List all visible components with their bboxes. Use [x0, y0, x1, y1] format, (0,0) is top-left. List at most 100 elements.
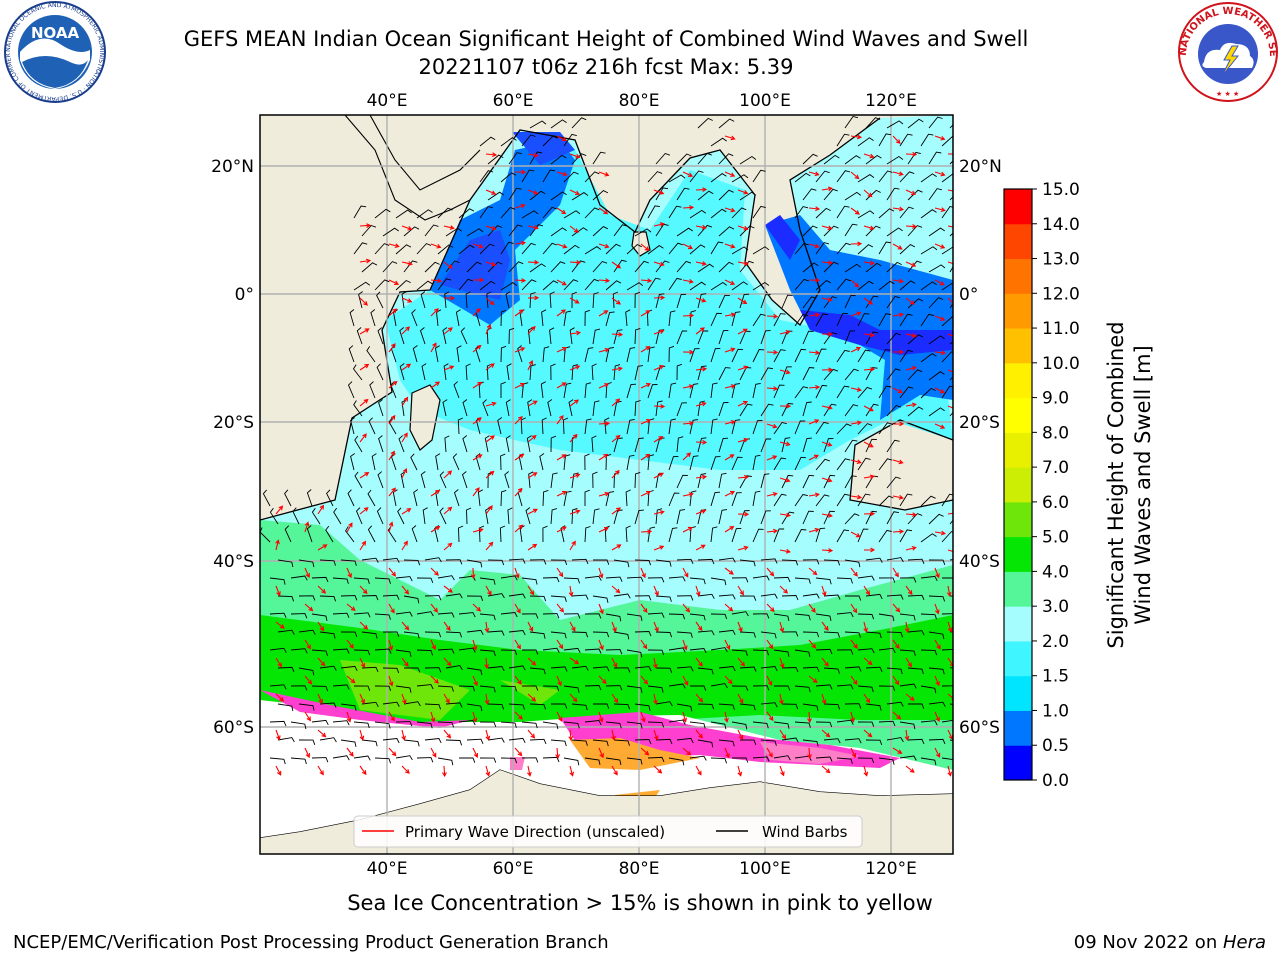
wind-barb	[886, 631, 904, 638]
wind-barb	[542, 613, 560, 619]
wave-direction-arrow	[682, 278, 694, 284]
wind-barb	[269, 757, 286, 765]
wind-barb	[382, 557, 400, 563]
wind-barb	[878, 613, 895, 622]
wind-barb	[262, 489, 271, 507]
wave-direction-arrow	[640, 278, 653, 284]
wind-barb	[332, 648, 350, 654]
wave-direction-arrow	[737, 400, 749, 407]
wind-barb	[571, 192, 589, 201]
wind-barb	[563, 210, 581, 219]
wind-barb	[462, 399, 468, 417]
wind-barb	[760, 510, 771, 525]
wind-barb	[549, 291, 555, 309]
wind-barb	[844, 155, 861, 165]
wave-direction-arrow	[682, 675, 689, 686]
wave-direction-arrow	[821, 548, 834, 553]
wave-direction-arrow	[863, 260, 876, 266]
wind-barb	[356, 327, 363, 345]
wind-barb	[697, 117, 713, 129]
wind-barb	[668, 174, 686, 183]
wind-barb	[487, 225, 503, 237]
wind-barb	[823, 438, 834, 453]
wind-barb	[529, 190, 546, 201]
wind-barbs-legend-label: Wind Barbs	[762, 823, 848, 841]
wind-barb	[298, 667, 315, 676]
wave-direction-arrow	[724, 384, 736, 389]
wind-barb	[507, 507, 513, 525]
wind-barb	[634, 559, 652, 566]
wind-barb	[739, 510, 750, 525]
wave-direction-arrow	[934, 530, 947, 536]
wind-barb	[613, 364, 621, 381]
wind-barb	[550, 119, 567, 129]
wind-barb	[731, 281, 748, 291]
wind-barb	[479, 613, 496, 621]
wave-direction-arrow	[737, 328, 748, 335]
wind-barb	[529, 120, 547, 129]
wave-direction-arrow	[472, 675, 478, 687]
wave-direction-arrow	[359, 328, 370, 335]
wind-barb	[591, 363, 597, 381]
wind-barb	[571, 260, 586, 273]
wind-barb	[836, 719, 854, 725]
wind-barb	[920, 533, 937, 543]
wave-direction-arrow	[346, 603, 356, 612]
wind-barb	[718, 118, 735, 129]
wind-barb	[504, 471, 510, 489]
wind-barb	[907, 118, 924, 129]
wave-direction-arrow	[346, 639, 354, 649]
wind-barb	[676, 293, 687, 309]
wind-barb	[382, 227, 399, 237]
wind-barb	[668, 527, 678, 543]
wind-barb	[739, 260, 754, 273]
wind-barb	[353, 685, 371, 691]
wind-barb	[352, 364, 363, 381]
wave-direction-arrow	[359, 471, 370, 479]
wave-direction-arrow	[304, 603, 314, 612]
wind-barb	[269, 507, 279, 525]
wind-barb	[625, 525, 631, 543]
wave-direction-arrow	[863, 657, 873, 666]
footer-credit: NCEP/EMC/Verification Post Processing Pr…	[13, 932, 609, 953]
wind-barb	[886, 332, 901, 345]
wave-direction-arrow	[568, 585, 574, 598]
wind-barb	[731, 527, 742, 543]
wind-barb	[647, 526, 656, 543]
wave-direction-arrow	[863, 189, 873, 198]
wind-barb	[525, 507, 531, 525]
wave-direction-arrow	[514, 415, 523, 425]
wave-direction-arrow	[653, 765, 663, 774]
wind-barb	[823, 188, 838, 201]
wave-direction-arrow	[556, 135, 567, 142]
wave-direction-arrow	[808, 350, 821, 356]
wave-direction-arrow	[556, 346, 568, 353]
wind-barb	[823, 510, 835, 525]
wind-barb	[689, 455, 699, 471]
wind-barb	[689, 648, 707, 654]
wave-direction-arrow	[766, 603, 775, 613]
wave-direction-arrow	[598, 567, 604, 579]
wave-direction-arrow	[779, 477, 791, 483]
wind-barb	[668, 205, 682, 219]
wind-barb	[844, 631, 861, 638]
wind-barb	[718, 261, 734, 273]
wave-direction-arrow	[401, 693, 407, 705]
wind-barb	[865, 593, 883, 600]
wind-barb	[752, 756, 770, 762]
wind-barb	[416, 721, 433, 729]
wave-direction-arrow	[598, 243, 610, 249]
wind-barb	[899, 206, 914, 219]
wind-barb	[466, 507, 472, 525]
wind-barb	[710, 757, 728, 764]
wave-direction-arrow	[472, 711, 478, 723]
wind-barb	[500, 685, 518, 692]
wind-barb	[626, 649, 643, 658]
wave-direction-arrow	[443, 506, 453, 515]
wind-barb	[445, 227, 463, 237]
wind-barb	[613, 593, 631, 599]
wave-direction-arrow	[346, 711, 352, 723]
wave-direction-arrow	[821, 585, 827, 597]
wind-barb	[435, 453, 441, 471]
wave-direction-arrow	[682, 313, 695, 318]
